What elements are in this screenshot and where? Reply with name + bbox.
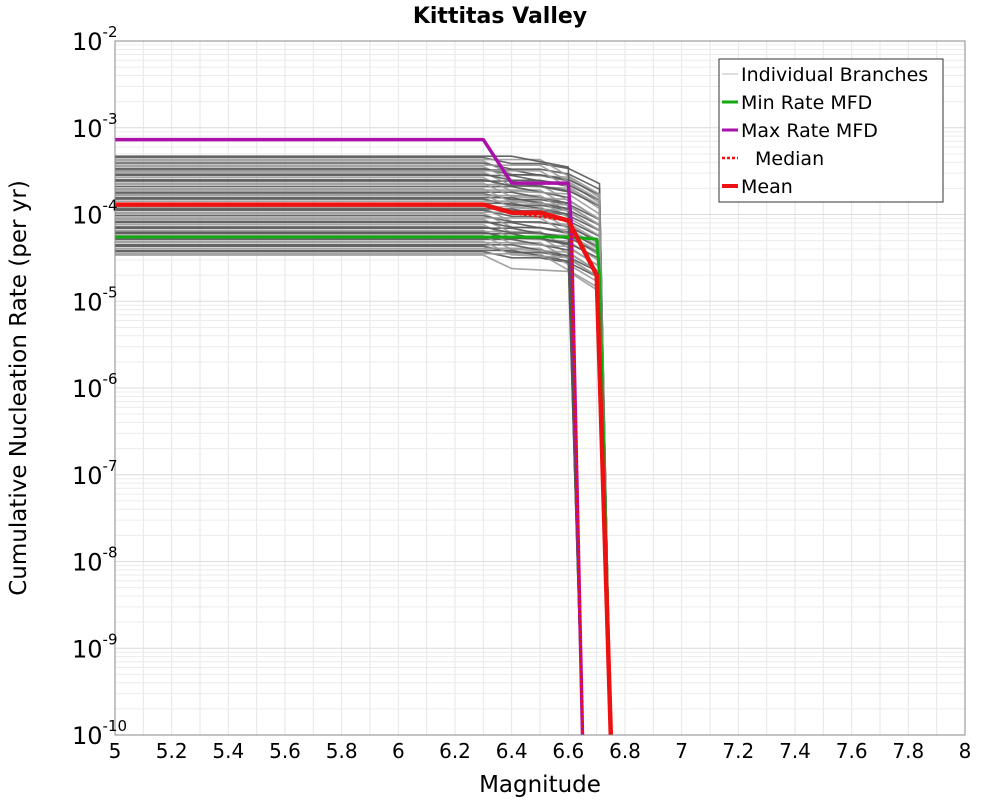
x-tick-label: 7.4 [779, 739, 811, 763]
series-lines [115, 137, 614, 736]
series-line-mean [115, 202, 614, 736]
legend-label: Mean [741, 176, 793, 198]
x-axis-label: Magnitude [479, 772, 601, 798]
series-line-max-rate-mfd [115, 137, 585, 736]
chart-title: Kittitas Valley [413, 4, 587, 29]
branch-line [115, 158, 612, 736]
x-tick-label: 6.2 [439, 739, 471, 763]
legend-label: Median [755, 148, 824, 170]
legend: Individual Branches Min Rate MFD Max Rate … [718, 58, 944, 203]
legend-label: Max Rate MFD [741, 120, 878, 142]
x-tick-label: 7 [675, 739, 688, 763]
y-axis-label: Cumulative Nucleation Rate (per yr) [6, 180, 32, 596]
branch-line [115, 208, 584, 736]
legend-box [718, 58, 944, 203]
x-tick-label: 6.6 [552, 739, 584, 763]
y-tick-label: 10-4 [72, 197, 118, 230]
y-tick-label: 10-5 [72, 283, 118, 316]
x-tick-label: 5.6 [269, 739, 301, 763]
y-tick-label: 10-2 [72, 23, 118, 56]
x-tick-label: 7.6 [836, 739, 868, 763]
y-tick-label: 10-9 [72, 630, 118, 663]
x-tick-label: 6.4 [496, 739, 528, 763]
y-tick-label: 10-3 [72, 110, 118, 143]
x-tick-label: 5.2 [156, 739, 188, 763]
legend-label: Individual Branches [741, 64, 928, 86]
y-tick-label: 10-8 [72, 544, 118, 577]
x-tick-label: 6 [392, 739, 405, 763]
x-tick-label: 8 [959, 739, 972, 763]
x-tick-label: 6.8 [609, 739, 641, 763]
x-axis-ticks: 5 5.2 5.4 5.6 5.8 6 6.2 6.4 6.6 6.8 7 7.2 7.4 7.6 7.8 8 [109, 739, 972, 763]
branch-line [115, 170, 612, 736]
branch-line [115, 164, 612, 736]
x-tick-label: 5.8 [326, 739, 358, 763]
y-axis-ticks: 10-10 10-9 10-8 10-7 10-6 10-5 10-4 10-3 10-2 [72, 23, 127, 750]
legend-label: Min Rate MFD [741, 92, 872, 114]
x-tick-label: 5.4 [212, 739, 244, 763]
x-tick-label: 7.8 [892, 739, 924, 763]
y-tick-label: 10-10 [72, 717, 127, 750]
x-tick-label: 5 [109, 739, 122, 763]
x-tick-label: 7.2 [722, 739, 754, 763]
y-tick-label: 10-6 [72, 370, 118, 403]
y-tick-label: 10-7 [72, 457, 118, 490]
plot-frame [114, 40, 966, 736]
branch-line [115, 162, 612, 736]
branch-line [115, 156, 612, 736]
